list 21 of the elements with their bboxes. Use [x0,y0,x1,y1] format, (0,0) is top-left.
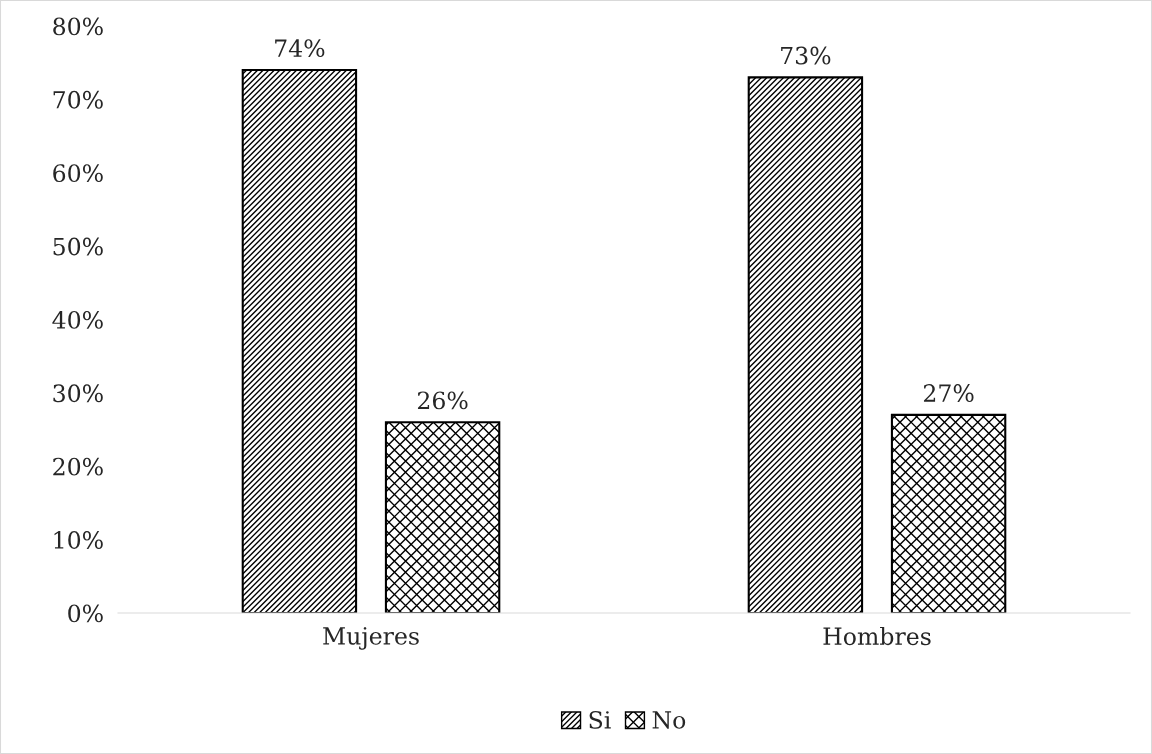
bar [890,413,1007,613]
bar [747,76,864,613]
data-label: 73% [781,46,831,65]
y-tick-label: 20% [53,457,103,476]
data-label: 27% [923,384,974,402]
y-tick-label: 80% [53,17,103,36]
legend-label: No [652,711,686,729]
bar [241,68,358,613]
y-tick-label: 50% [53,237,103,256]
y-tick-label: 0% [68,604,103,623]
y-tick-label: 60% [53,164,103,183]
y-tick-label: 70% [53,90,103,109]
x-tick-label: Hombres [823,626,931,646]
bar [384,421,501,613]
legend-label: Si [589,710,611,729]
data-label: 74% [275,39,325,58]
y-tick-label: 40% [52,310,103,329]
y-tick-label: 30% [53,384,103,403]
y-tick-label: 10% [54,531,103,549]
x-tick-label: Mujeres [323,627,419,650]
data-label: 26% [417,391,468,410]
